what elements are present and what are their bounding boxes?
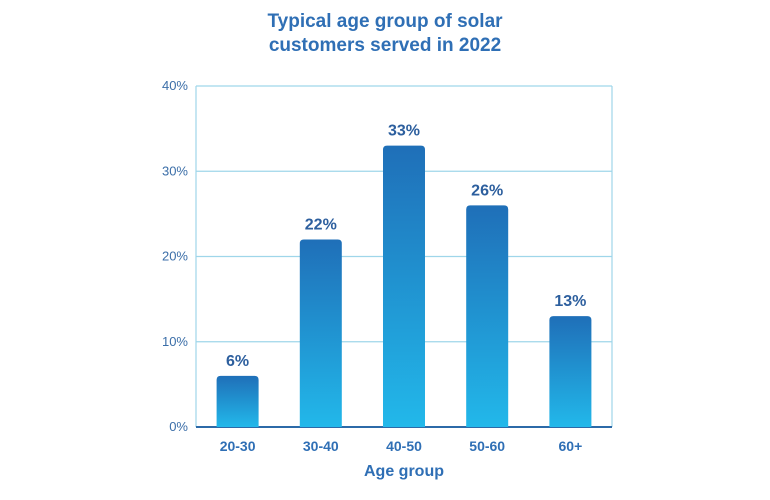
x-tick-label: 30-40 xyxy=(303,438,339,454)
y-tick-label: 10% xyxy=(162,334,188,349)
data-label-20-30: 6% xyxy=(226,353,249,370)
x-axis-title: Age group xyxy=(364,463,444,480)
bar-30-40 xyxy=(299,239,342,427)
data-label-50-60: 26% xyxy=(471,182,503,199)
x-tick-label: 20-30 xyxy=(220,438,256,454)
bar-40-50 xyxy=(383,145,425,428)
data-label-30-40: 22% xyxy=(305,216,337,233)
y-axis-ticks: 0% 10% 20% 30% 40% xyxy=(162,78,188,434)
x-tick-label: 40-50 xyxy=(386,438,422,454)
bar-20-30 xyxy=(216,375,259,427)
y-tick-label: 40% xyxy=(162,78,188,93)
y-tick-label: 20% xyxy=(162,249,188,264)
bars xyxy=(216,145,592,428)
y-tick-label: 30% xyxy=(162,163,188,178)
x-tick-label: 50-60 xyxy=(469,438,505,454)
bar-50-60 xyxy=(466,205,509,427)
bar-60+ xyxy=(549,316,592,427)
data-label-60+: 13% xyxy=(554,293,586,310)
chart-title-line-2: customers served in 2022 xyxy=(269,35,501,56)
data-labels: 6% 22% 33% 26% 13% xyxy=(226,123,586,370)
y-tick-label: 0% xyxy=(169,419,188,434)
chart-title-line-1: Typical age group of solar xyxy=(267,11,503,32)
x-tick-label: 60+ xyxy=(559,438,583,454)
data-label-40-50: 33% xyxy=(388,123,420,140)
x-axis-ticks: 20-30 30-40 40-50 50-60 60+ xyxy=(220,438,583,454)
